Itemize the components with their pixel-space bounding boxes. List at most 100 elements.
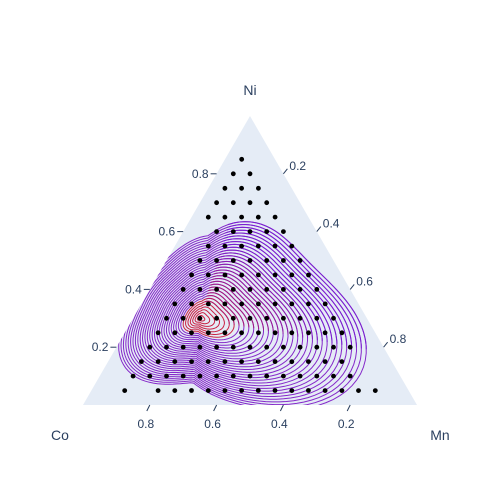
- data-point: [164, 315, 169, 321]
- contour-line-upper: [214, 266, 289, 335]
- tick-mark-co: [346, 404, 351, 412]
- data-point: [239, 301, 245, 307]
- data-point: [214, 229, 220, 235]
- tick-label-mn: 0.6: [356, 274, 373, 288]
- data-point: [264, 287, 270, 292]
- data-point: [314, 344, 320, 350]
- contour-line-upper: [228, 221, 367, 350]
- data-point: [356, 388, 361, 393]
- data-point: [281, 258, 286, 263]
- tick-label-ni: 0.8: [192, 167, 209, 181]
- tick-mark-mn: [283, 168, 288, 175]
- data-point: [214, 287, 220, 292]
- data-point: [214, 200, 220, 206]
- contour-line-upper: [211, 278, 269, 332]
- contour-line-upper: [204, 300, 230, 324]
- contour-line: [194, 312, 211, 325]
- contour-line-upper: [222, 241, 333, 343]
- data-point: [281, 287, 286, 292]
- data-point: [281, 229, 286, 235]
- data-point: [255, 214, 261, 220]
- data-point: [331, 344, 336, 350]
- data-point: [281, 344, 286, 350]
- data-point: [297, 373, 303, 379]
- data-point: [222, 185, 228, 191]
- data-point: [339, 330, 345, 336]
- data-point: [306, 301, 311, 307]
- data-point: [155, 388, 161, 393]
- tick-label-ni: 0.6: [159, 225, 176, 239]
- data-point: [247, 229, 253, 235]
- data-point: [272, 243, 278, 249]
- data-point: [230, 373, 236, 379]
- data-point: [214, 258, 220, 263]
- tick-label-mn: 0.2: [289, 159, 306, 173]
- data-point: [197, 315, 203, 321]
- data-point: [180, 287, 186, 292]
- contour-line-upper: [225, 229, 353, 347]
- data-point: [205, 272, 211, 278]
- data-point: [281, 373, 286, 379]
- axis-title-ni: Ni: [243, 82, 256, 98]
- data-points: [122, 156, 378, 393]
- data-point: [322, 359, 328, 364]
- contour-line-upper: [218, 255, 309, 339]
- contour-line-upper: [221, 243, 328, 343]
- data-point: [264, 258, 270, 263]
- data-point: [289, 243, 295, 249]
- data-point: [347, 373, 353, 379]
- data-point: [197, 258, 203, 263]
- data-point: [214, 315, 220, 321]
- data-point: [222, 243, 228, 249]
- data-point: [230, 229, 236, 235]
- data-point: [255, 243, 261, 249]
- data-point: [256, 185, 261, 191]
- data-point: [230, 315, 236, 321]
- tick-mark-mn: [383, 341, 388, 348]
- contour-line-upper: [213, 269, 284, 334]
- data-point: [256, 301, 261, 307]
- data-point: [164, 373, 169, 379]
- contour-line-upper: [223, 238, 338, 344]
- data-point: [122, 388, 128, 393]
- data-point: [339, 359, 345, 364]
- data-point: [180, 344, 186, 350]
- tick-label-ni: 0.4: [125, 282, 142, 296]
- data-point: [147, 344, 153, 350]
- data-point: [264, 373, 270, 379]
- data-point: [189, 330, 194, 336]
- data-point: [256, 272, 261, 278]
- data-point: [314, 315, 320, 321]
- data-point: [205, 359, 211, 364]
- data-point: [247, 258, 253, 263]
- data-point: [239, 272, 245, 278]
- data-point: [205, 214, 211, 220]
- data-point: [189, 272, 195, 278]
- data-point: [239, 156, 245, 162]
- data-point: [264, 229, 270, 235]
- data-point: [297, 258, 303, 263]
- data-point: [306, 359, 311, 364]
- data-point: [239, 388, 245, 393]
- data-point: [197, 373, 203, 379]
- contour-line: [189, 306, 220, 330]
- data-point: [297, 315, 303, 321]
- data-point: [239, 214, 245, 220]
- data-point: [189, 359, 195, 364]
- data-point: [322, 330, 328, 336]
- data-point: [222, 359, 228, 364]
- contour-line-upper: [209, 283, 260, 330]
- axis-ticks: 0.2 0.4 0.6 0.8 0.2 0.4 0.6 0.8 0.2 0.4 0.6 0.8: [92, 159, 407, 431]
- contour-line-upper: [218, 252, 313, 340]
- data-point: [214, 344, 220, 350]
- data-point: [289, 388, 295, 393]
- data-point: [172, 388, 178, 393]
- data-point: [264, 200, 270, 206]
- data-point: [247, 171, 253, 177]
- contour-line-upper: [220, 246, 323, 342]
- data-point: [255, 388, 261, 393]
- data-point: [155, 330, 161, 336]
- data-point: [197, 287, 203, 292]
